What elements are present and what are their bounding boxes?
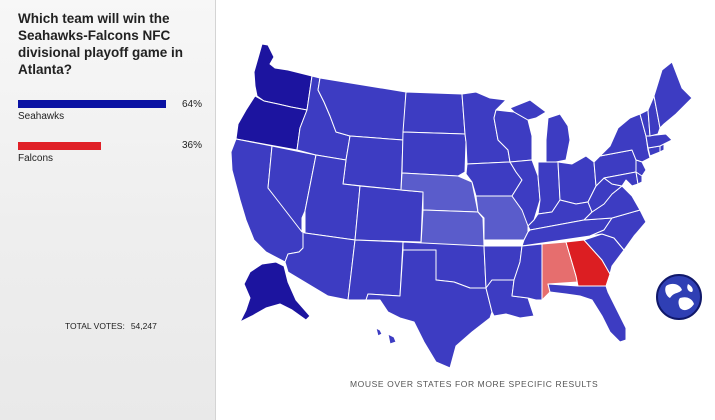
seahawks-label: Seahawks [18,111,65,122]
falcons-label: Falcons [18,153,54,164]
state-hawaii[interactable] [375,327,397,345]
state-michigan[interactable] [509,99,571,165]
map-hint-text: MOUSE OVER STATES FOR MORE SPECIFIC RESU… [350,379,599,389]
state-louisiana[interactable] [485,279,535,319]
falcons-result-bar [18,142,101,150]
total-votes-label: TOTAL VOTES: [65,321,125,331]
state-north-dakota[interactable] [402,91,466,135]
state-massachusetts[interactable] [645,133,673,149]
state-new-jersey[interactable] [635,159,647,177]
state-texas[interactable] [365,249,493,369]
total-votes-value: 54,247 [130,321,157,331]
total-votes: TOTAL VOTES: 54,247 [65,321,157,331]
state-south-dakota[interactable] [401,131,467,177]
globe-icon[interactable] [654,272,704,322]
poll-question: Which team will win the Seahawks-Falcons… [18,11,184,77]
poll-sidebar: Which team will win the Seahawks-Falcons… [0,0,216,420]
state-new-hampshire[interactable] [647,95,661,137]
state-wyoming[interactable] [342,135,404,191]
state-maine[interactable] [653,61,693,129]
falcons-percent: 36% [181,140,202,151]
seahawks-percent: 64% [181,99,202,110]
state-kansas[interactable] [420,209,485,247]
state-new-mexico[interactable] [347,239,404,301]
state-north-carolina[interactable] [589,209,647,251]
state-colorado[interactable] [354,185,424,243]
state-florida[interactable] [547,283,627,343]
state-alaska[interactable] [239,261,311,323]
seahawks-result-bar [18,100,166,108]
us-results-map [216,0,715,420]
